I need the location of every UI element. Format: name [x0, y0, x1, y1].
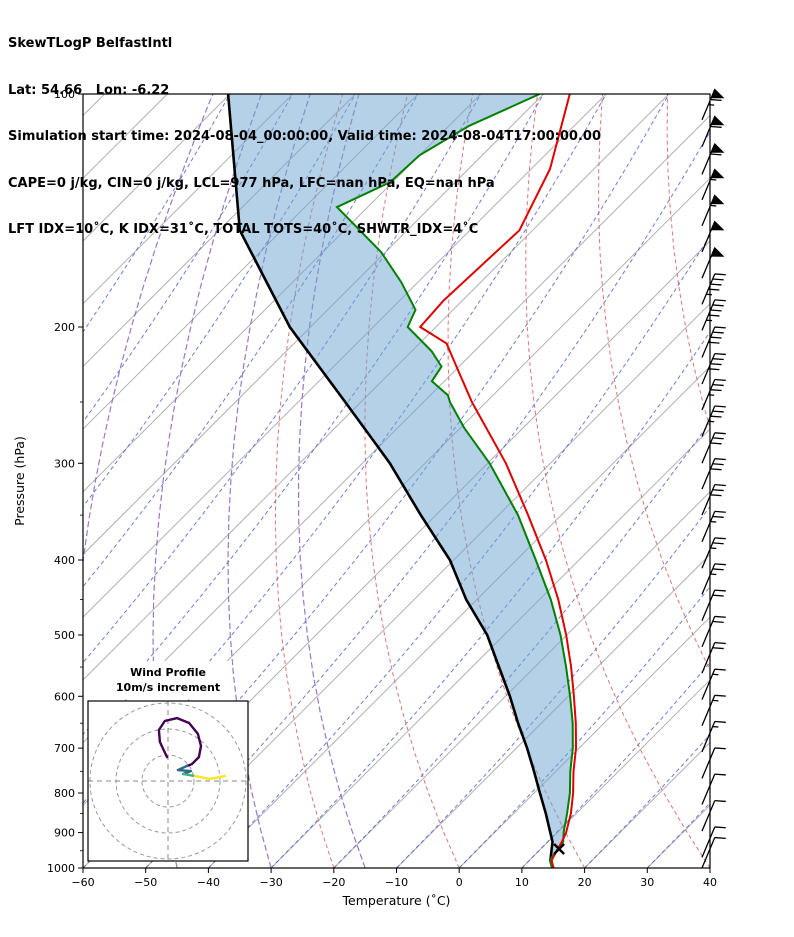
y-tick-label: 800: [54, 787, 75, 800]
surface-marker: [553, 843, 565, 855]
hodograph-trace-segment: [181, 772, 197, 778]
y-tick-label: 200: [54, 321, 75, 334]
profile-curves: [226, 94, 578, 868]
hodograph-trace-segment: [176, 764, 193, 776]
chart-header: SkewTLogP BelfastIntl Lat: 54.66 Lon: -6…: [8, 5, 601, 269]
x-tick-label: −10: [385, 876, 408, 889]
y-tick-label: 1000: [47, 862, 75, 875]
x-tick-label: −60: [71, 876, 94, 889]
indices-line-2: LFT IDX=10˚C, K IDX=31˚C, TOTAL TOTS=40˚…: [8, 222, 479, 237]
x-axis: −60 −50 −40 −30 −20 −10 0 10 20 30 40 Temperature (…: [71, 868, 717, 908]
dewpoint-curve: [335, 94, 574, 868]
x-tick-label: 20: [578, 876, 592, 889]
y-tick-label: 500: [54, 629, 75, 642]
hodograph-trace-segment: [157, 716, 203, 768]
x-tick-label: 40: [703, 876, 717, 889]
hodograph-title: Wind Profile: [130, 666, 206, 679]
hodograph-subtitle: 10m/s increment: [116, 681, 220, 694]
y-tick-label: 600: [54, 690, 75, 703]
x-tick-label: −40: [197, 876, 220, 889]
hodograph-inset: Wind Profile 10m/s increment: [87, 661, 249, 862]
parcel-curve: [226, 94, 555, 868]
hodograph-trace-segment: [193, 774, 227, 781]
y-tick-label: 700: [54, 742, 75, 755]
location-line: Lat: 54.66 Lon: -6.22: [8, 82, 170, 98]
y-tick-label: 400: [54, 554, 75, 567]
y-tick-label: 300: [54, 457, 75, 470]
x-tick-label: 30: [640, 876, 654, 889]
x-tick-label: 0: [456, 876, 463, 889]
wind-barbs: [701, 88, 726, 869]
x-axis-title: Temperature (˚C): [342, 893, 451, 908]
x-tick-label: −50: [134, 876, 157, 889]
y-tick-label: 100: [54, 88, 75, 101]
temperature-curve: [418, 94, 578, 868]
chart-title: SkewTLogP BelfastIntl: [8, 36, 173, 51]
y-tick-label: 900: [54, 827, 75, 840]
x-tick-label: −30: [259, 876, 282, 889]
indices-line-1: CAPE=0 j/kg, CIN=0 j/kg, LCL=977 hPa, LF…: [8, 175, 495, 191]
x-tick-label: −20: [322, 876, 345, 889]
time-line: Simulation start time: 2024-08-04_00:00:…: [8, 129, 601, 144]
hodograph-plot: [88, 701, 248, 861]
y-axis-title: Pressure (hPa): [12, 436, 27, 526]
y-axis: 100 200 300 400 500 600 700 800 900 1000 Pressure …: [12, 88, 83, 875]
x-tick-label: 10: [515, 876, 529, 889]
cape-shading: [228, 94, 573, 868]
